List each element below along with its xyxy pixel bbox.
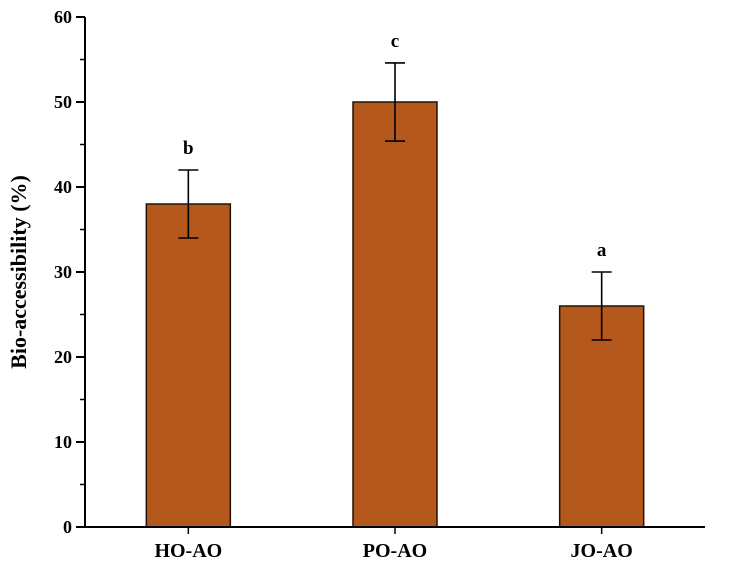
significance-letter: c: [391, 31, 399, 52]
y-tick-label: 20: [54, 347, 72, 367]
x-category-label: PO-AO: [363, 540, 427, 562]
bar: [558, 305, 645, 528]
bar: [352, 101, 438, 528]
plot-area: 0 10 20 30 40 50 60 b HO-AO c PO-AO a JO-AO: [54, 7, 705, 562]
y-tick-label: 0: [63, 517, 72, 537]
y-tick-label: 10: [54, 432, 72, 452]
y-tick-label: 60: [54, 7, 72, 27]
significance-letter: a: [597, 240, 607, 261]
y-tick-label: 30: [54, 262, 72, 282]
x-category-label: JO-AO: [571, 540, 633, 562]
bar: [145, 203, 232, 528]
y-axis-title: Bio-accessibility (%): [6, 175, 31, 369]
significance-letter: b: [183, 138, 194, 159]
x-category-label: HO-AO: [154, 540, 222, 562]
y-tick-label: 50: [54, 92, 72, 112]
y-tick-label: 40: [54, 177, 72, 197]
